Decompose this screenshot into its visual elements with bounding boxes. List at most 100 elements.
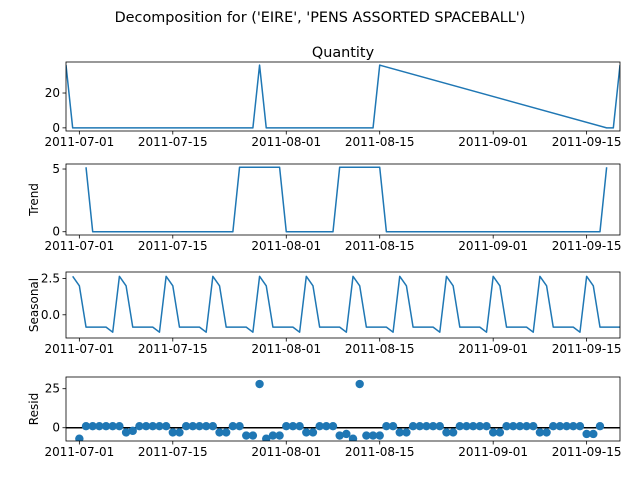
- resid-point: [288, 421, 298, 431]
- resid-point: [221, 428, 231, 437]
- resid-xtick-label: 2011-08-01: [251, 445, 321, 459]
- resid-point: [562, 421, 571, 431]
- resid-xtick-label: 2011-07-15: [138, 445, 208, 459]
- observed-xtick-label: 2011-09-15: [552, 135, 622, 149]
- observed-ytick-label: 0: [52, 121, 60, 135]
- resid-point: [141, 421, 151, 431]
- resid-point: [75, 434, 84, 441]
- figure-title: Decomposition for ('EIRE', 'PENS ASSORTE…: [115, 10, 526, 26]
- resid-point: [248, 431, 258, 440]
- resid-point: [148, 421, 157, 431]
- resid-point: [108, 421, 117, 431]
- resid-point: [575, 421, 585, 431]
- resid-point: [335, 431, 344, 440]
- resid-point: [215, 428, 224, 437]
- resid-point: [115, 421, 124, 431]
- resid-point: [155, 421, 164, 431]
- seasonal-xtick-label: 2011-09-15: [552, 342, 622, 356]
- resid-point: [101, 421, 111, 431]
- resid-point: [135, 421, 144, 431]
- resid-point: [282, 421, 291, 431]
- resid-ytick-label: 0: [52, 421, 60, 435]
- observed-title: Quantity: [312, 45, 375, 61]
- resid-point: [81, 421, 91, 431]
- resid-point: [295, 421, 304, 431]
- resid-point: [195, 421, 204, 431]
- resid-point: [128, 426, 137, 436]
- seasonal-xtick-label: 2011-07-01: [44, 342, 114, 356]
- resid-point: [302, 428, 311, 437]
- resid-point: [355, 379, 364, 389]
- resid-point: [595, 421, 605, 431]
- resid-point: [181, 421, 191, 431]
- observed-xtick-label: 2011-07-15: [138, 135, 208, 149]
- seasonal-xtick-label: 2011-08-15: [345, 342, 415, 356]
- resid-point: [402, 428, 411, 437]
- panel-resid: 0 25 2011-07-01 2011-07-15 2011-08-01 2011-08…: [27, 376, 622, 459]
- seasonal-ytick-label: 2.5: [41, 272, 60, 286]
- resid-point: [175, 428, 184, 437]
- resid-point: [322, 421, 331, 431]
- seasonal-xtick-label: 2011-08-01: [251, 342, 321, 356]
- resid-point: [502, 421, 511, 431]
- resid-point: [522, 421, 531, 431]
- resid-xtick-label: 2011-09-15: [552, 445, 622, 459]
- resid-point: [368, 431, 378, 440]
- panel-trend: 0 5 2011-07-01 2011-07-15 2011-08-01 2011-08-…: [27, 162, 622, 253]
- resid-point: [161, 421, 171, 431]
- trend-xtick-label: 2011-07-15: [138, 239, 208, 253]
- resid-xtick-label: 2011-09-01: [458, 445, 528, 459]
- trend-ylabel: Trend: [27, 183, 41, 217]
- trend-xtick-label: 2011-08-15: [345, 239, 415, 253]
- resid-point: [342, 429, 351, 439]
- panel-seasonal: 0.0 2.5 2011-07-01 2011-07-15 2011-08-01 2011…: [27, 272, 622, 356]
- trend-ytick-label: 5: [52, 162, 60, 176]
- resid-point: [315, 421, 324, 431]
- resid-point: [275, 431, 284, 440]
- seasonal-ytick-label: 0.0: [41, 308, 60, 322]
- panel-observed: 0 20 2011-07-01 2011-07-15 2011-08-01 2011-08…: [44, 45, 621, 149]
- resid-point: [428, 421, 438, 431]
- trend-xtick-label: 2011-08-01: [251, 239, 321, 253]
- seasonal-xtick-label: 2011-07-15: [138, 342, 208, 356]
- resid-plot-area: [66, 379, 620, 441]
- resid-point: [235, 421, 244, 431]
- resid-ylabel: Resid: [27, 393, 41, 425]
- resid-point: [168, 428, 177, 437]
- resid-point: [529, 421, 538, 431]
- resid-point: [582, 429, 591, 439]
- resid-point: [242, 431, 251, 440]
- resid-point: [95, 421, 104, 431]
- resid-ytick-label: 25: [45, 382, 60, 396]
- resid-point: [88, 421, 97, 431]
- resid-point: [201, 421, 211, 431]
- resid-point: [228, 421, 238, 431]
- resid-point: [495, 428, 505, 437]
- resid-point: [509, 421, 518, 431]
- resid-point: [395, 428, 404, 437]
- resid-point: [121, 428, 131, 437]
- panels: 0 20 2011-07-01 2011-07-15 2011-08-01 2011-08…: [27, 45, 622, 459]
- resid-point: [488, 428, 498, 437]
- seasonal-line: [72, 275, 620, 333]
- resid-point: [328, 421, 338, 431]
- resid-point: [388, 421, 398, 431]
- resid-point: [362, 431, 371, 440]
- trend-ytick-label: 0: [52, 225, 60, 239]
- resid-point: [549, 421, 558, 431]
- resid-axes-frame: [65, 376, 621, 442]
- observed-ytick-label: 20: [45, 86, 60, 100]
- resid-point: [542, 428, 551, 437]
- observed-xtick-label: 2011-08-15: [345, 135, 415, 149]
- trend-line: [85, 166, 608, 233]
- seasonal-xtick-label: 2011-09-01: [458, 342, 528, 356]
- resid-point: [188, 421, 198, 431]
- observed-xtick-label: 2011-09-01: [458, 135, 528, 149]
- resid-point: [442, 428, 451, 437]
- resid-point: [208, 421, 218, 431]
- trend-xtick-label: 2011-07-01: [44, 239, 114, 253]
- resid-point: [262, 434, 271, 441]
- trend-xtick-label: 2011-09-15: [552, 239, 622, 253]
- observed-plot-area: [66, 64, 620, 129]
- resid-point: [535, 428, 545, 437]
